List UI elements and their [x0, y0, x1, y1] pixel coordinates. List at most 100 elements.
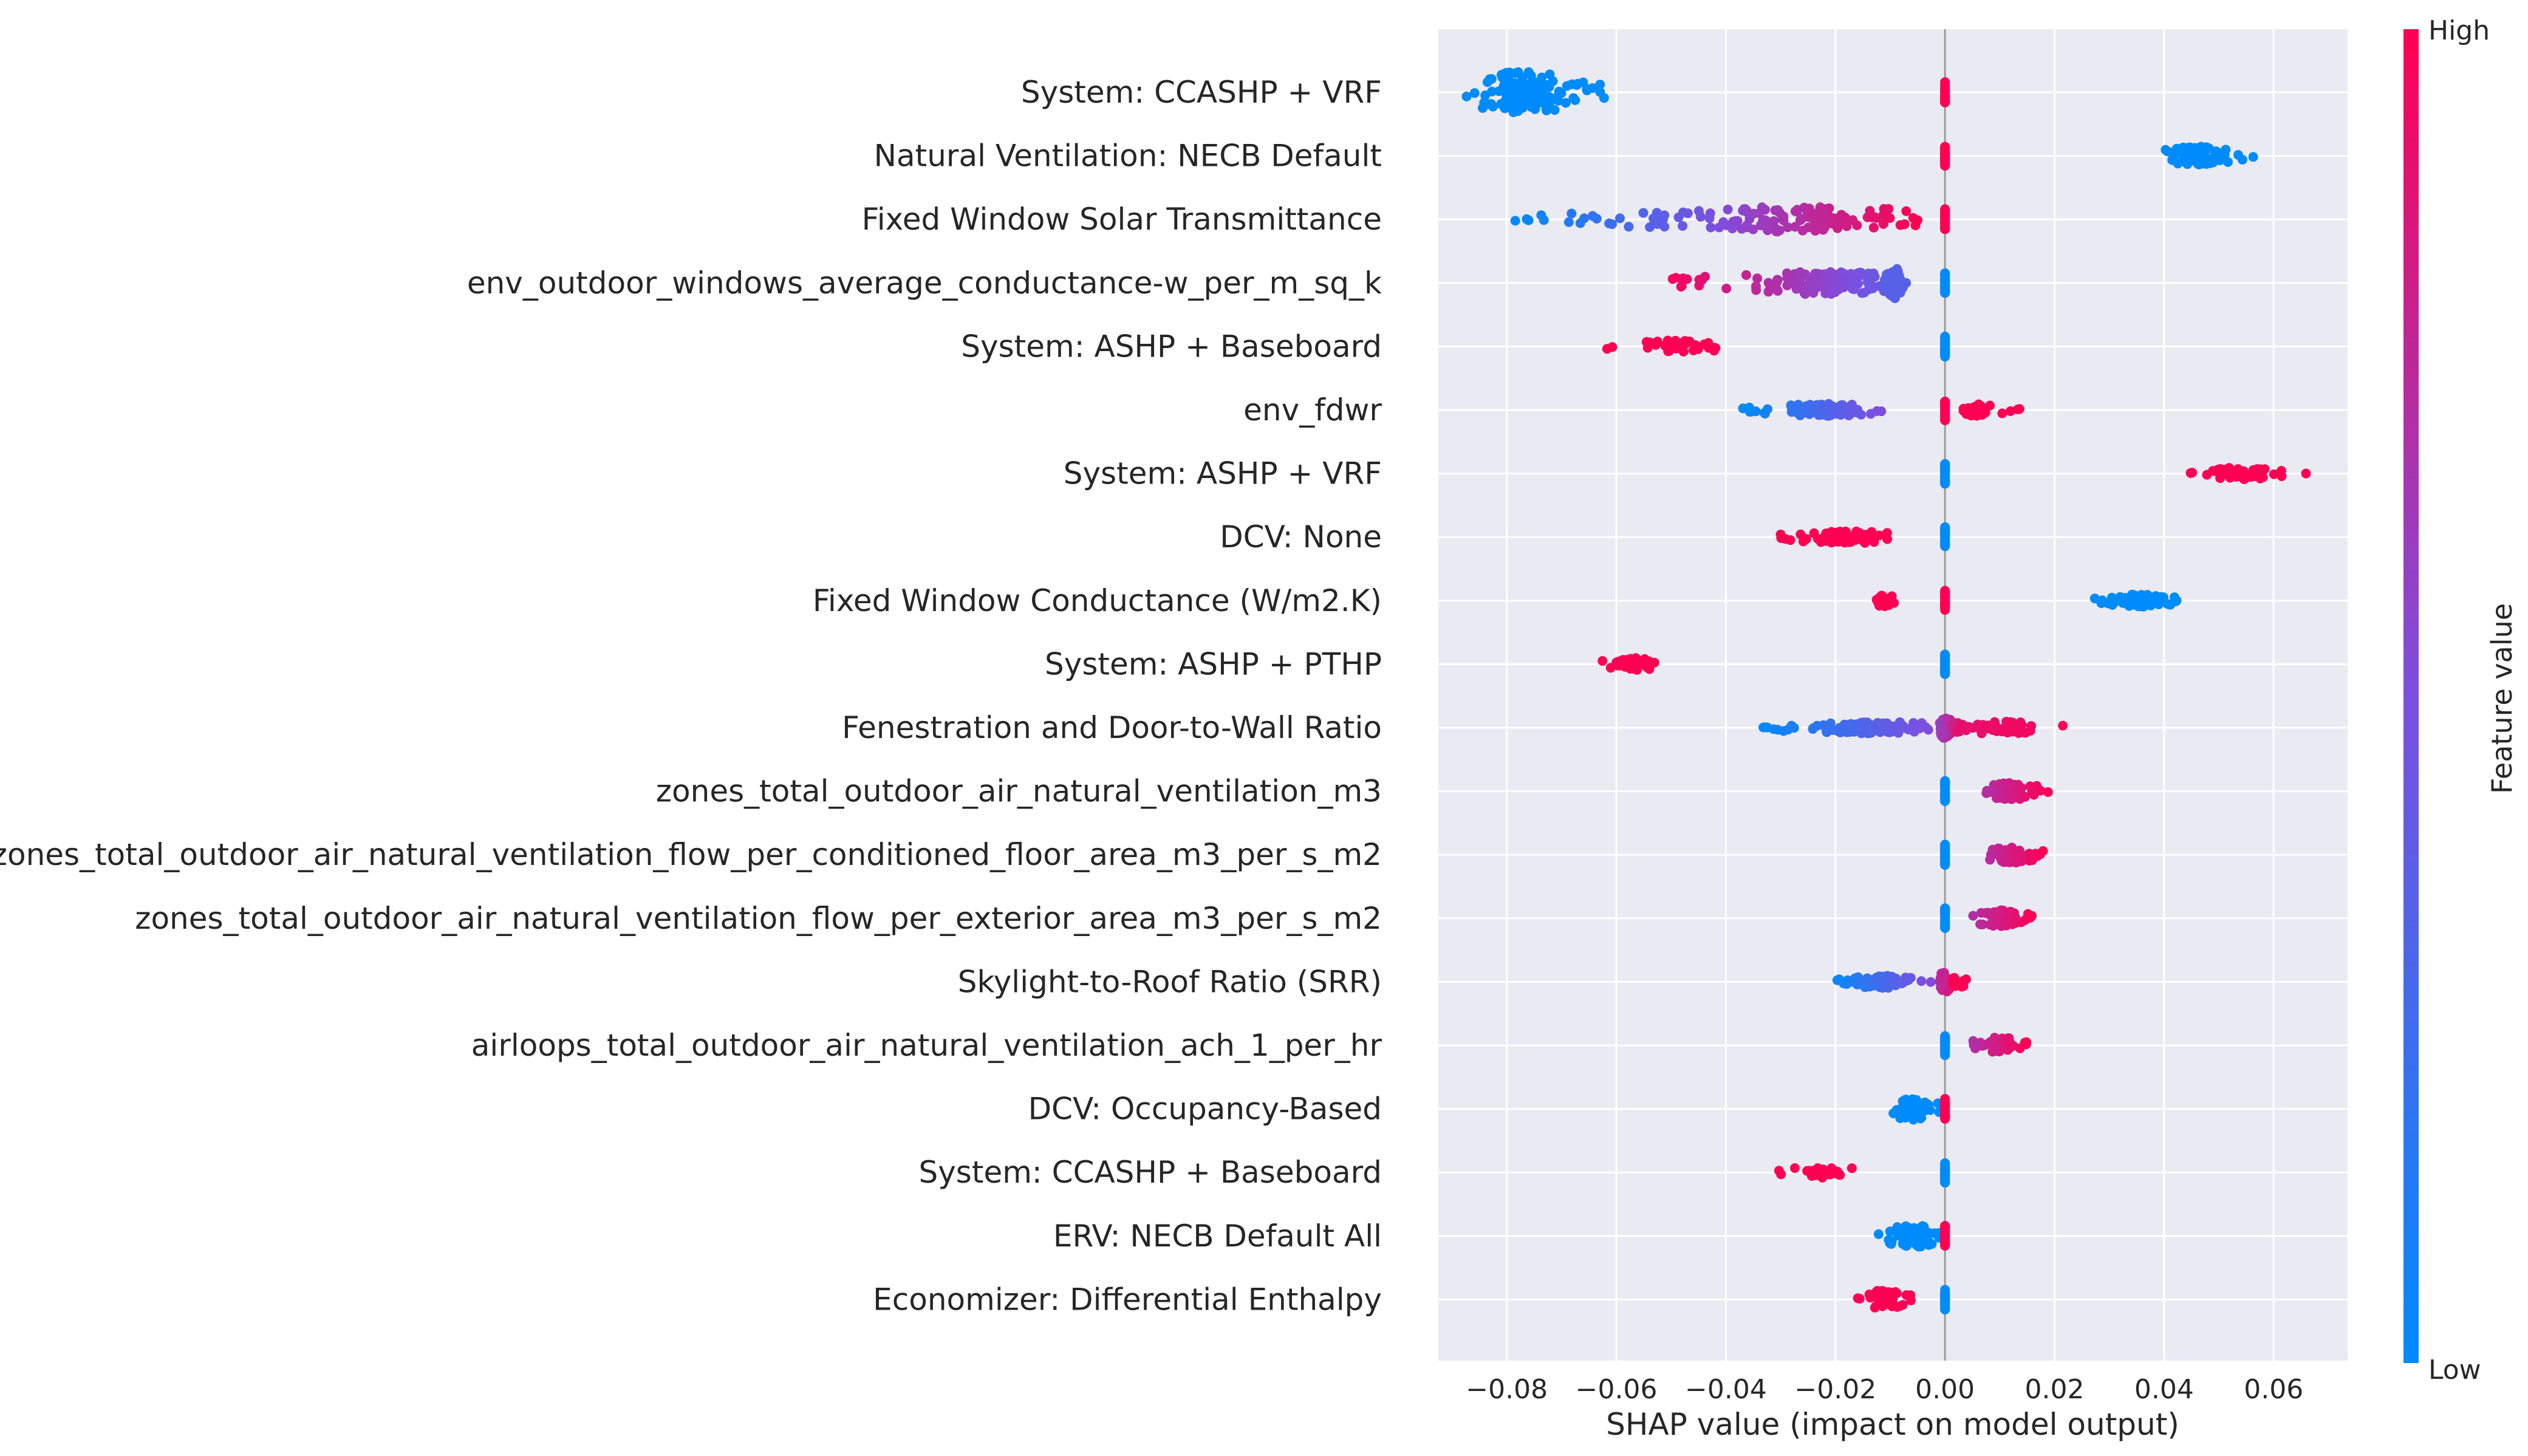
shap-point: [1560, 98, 1571, 108]
shap-point: [1916, 976, 1927, 986]
shap-point: [2269, 469, 2279, 479]
feature-label: Fixed Window Solar Transmittance: [862, 202, 1382, 237]
shap-point: [1801, 401, 1811, 411]
shap-point: [1797, 225, 1808, 236]
shap-point: [1498, 81, 1509, 91]
shap-point: [1901, 1290, 1911, 1300]
shap-point: [1783, 222, 1793, 233]
x-axis-ticks: −0.08 −0.06 −0.04 −0.02 0.00 0.02 0.04 0.06: [1466, 1374, 2303, 1405]
shap-point: [1517, 76, 1528, 86]
shap-point: [2008, 786, 2018, 796]
feature-label: DCV: Occupancy-Based: [1028, 1092, 1382, 1127]
shap-point: [1854, 1294, 1865, 1304]
shap-point: [1940, 1292, 1950, 1302]
shap-point: [1989, 1043, 1999, 1053]
shap-point: [1879, 1287, 1890, 1297]
shap-point: [1597, 656, 1608, 666]
shap-point: [1615, 660, 1625, 671]
shap-point: [1993, 907, 2004, 917]
feature-label: Fixed Window Conductance (W/m2.K): [813, 583, 1382, 618]
shap-point: [1845, 720, 1856, 731]
x-tick-label: −0.08: [1466, 1374, 1548, 1405]
shap-point: [1839, 218, 1850, 228]
shap-point: [1743, 403, 1754, 414]
shap-point: [1751, 285, 1761, 295]
shap-point: [1846, 408, 1856, 419]
shap-point: [1891, 270, 1901, 281]
shap-point: [1810, 226, 1820, 236]
shap-point: [1940, 476, 1950, 486]
shap-point: [2185, 468, 2196, 478]
feature-label: Natural Ventilation: NECB Default: [874, 138, 1382, 174]
shap-point: [1690, 340, 1701, 350]
shap-point: [2010, 846, 2020, 856]
shap-point: [1940, 158, 1950, 168]
shap-point: [1694, 206, 1704, 216]
shap-point: [1941, 713, 1951, 723]
shap-point: [1652, 337, 1662, 347]
shap-point: [1908, 213, 1918, 223]
shap-point: [1507, 92, 1517, 103]
shap-point: [1887, 1236, 1897, 1246]
shap-point: [1982, 723, 1992, 734]
shap-point: [1839, 979, 1849, 988]
shap-point: [1940, 143, 1950, 153]
shap-point: [1964, 406, 1975, 416]
shap-point: [1913, 1237, 1924, 1248]
feature-label: DCV: None: [1220, 519, 1382, 555]
shap-point: [1969, 1040, 1979, 1050]
feature-label: airloops_total_outdoor_air_natural_venti…: [471, 1028, 1382, 1063]
shap-point: [1626, 654, 1636, 664]
feature-label: zones_total_outdoor_air_natural_ventilat…: [656, 774, 1382, 809]
shap-point: [1940, 335, 1950, 345]
feature-label: System: CCASHP + Baseboard: [918, 1155, 1382, 1190]
shap-point: [1868, 222, 1879, 233]
shap-point: [1523, 215, 1534, 225]
shap-point: [1706, 222, 1716, 233]
shap-point: [1638, 208, 1648, 218]
shap-point: [1775, 225, 1785, 236]
shap-point: [1887, 724, 1898, 734]
shap-point: [1641, 661, 1652, 672]
shap-point: [2111, 596, 2122, 606]
shap-point: [1892, 1302, 1902, 1312]
shap-point: [1989, 916, 2000, 926]
shap-point: [1678, 221, 1688, 231]
shap-point: [1573, 78, 1583, 89]
shap-point: [1878, 219, 1888, 229]
shap-point: [1774, 1166, 1784, 1176]
shap-point: [1874, 530, 1884, 541]
shap-point: [1678, 346, 1689, 357]
shap-point: [1595, 80, 1605, 90]
data-points: [1461, 67, 2311, 1314]
shap-point: [2237, 154, 2247, 165]
shap-point: [1940, 776, 1950, 787]
shap-point: [1752, 273, 1763, 284]
shap-point: [1772, 284, 1782, 295]
shap-point: [1923, 1235, 1933, 1245]
shap-point: [1510, 216, 1520, 226]
shap-point: [1645, 337, 1655, 347]
shap-point: [1714, 222, 1724, 233]
feature-label: zones_total_outdoor_air_natural_ventilat…: [0, 837, 1382, 872]
shap-point: [1820, 284, 1831, 295]
colorbar-low-label: Low: [2428, 1355, 2481, 1386]
shap-point: [1940, 1231, 1950, 1240]
shap-point: [1680, 336, 1690, 346]
shap-point: [1809, 528, 1819, 538]
feature-label: zones_total_outdoor_air_natural_ventilat…: [135, 901, 1382, 936]
shap-point: [2135, 598, 2145, 608]
shap-point: [1940, 1110, 1950, 1121]
shap-point: [1885, 213, 1895, 223]
shap-point: [1940, 217, 1950, 227]
shap-point: [1990, 719, 2000, 729]
shap-point: [1834, 1169, 1845, 1179]
shap-point: [1940, 1302, 1950, 1312]
shap-point: [1899, 1236, 1910, 1246]
shap-point: [1968, 911, 1978, 921]
shap-point: [1778, 211, 1789, 222]
shap-point: [2223, 157, 2233, 167]
shap-point: [1721, 284, 1732, 293]
shap-point: [2219, 468, 2230, 479]
shap-point: [1678, 207, 1688, 217]
